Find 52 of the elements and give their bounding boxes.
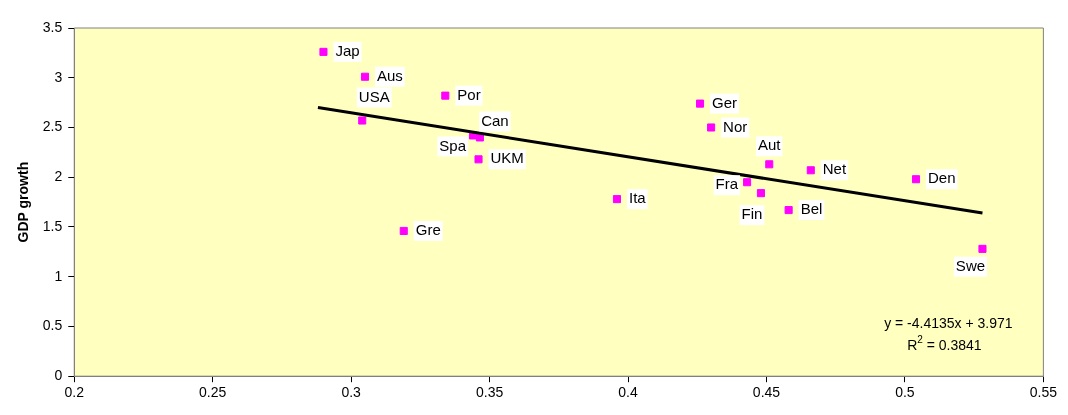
data-label: Den — [928, 169, 956, 187]
data-label: Spa — [439, 136, 467, 154]
point — [696, 99, 705, 108]
data-label: Swe — [955, 257, 986, 274]
y-axis-title: GDP growth — [15, 161, 32, 243]
point — [319, 47, 328, 56]
x-tick-label: 0.3 — [341, 384, 362, 401]
data-label: Fin — [741, 205, 763, 223]
point — [358, 116, 367, 125]
y-tick-label: 3.5 — [42, 18, 63, 35]
data-label: Can — [481, 111, 509, 129]
y-tick-label: 2 — [54, 168, 63, 185]
data-label: Ita — [628, 189, 647, 207]
y-tick-label: 1 — [54, 267, 63, 284]
y-tick-label: 2.5 — [42, 118, 63, 135]
data-label: Aut — [758, 136, 782, 154]
point — [441, 91, 450, 100]
y-tick-label: 3 — [54, 68, 63, 85]
x-tick-label: 0.45 — [752, 384, 781, 401]
x-tick-label: 0.5 — [895, 384, 915, 401]
point — [911, 175, 921, 184]
point — [743, 178, 752, 187]
point — [707, 123, 716, 132]
data-label: USA — [358, 87, 390, 105]
point — [612, 195, 621, 204]
y-tick-label: 1.5 — [42, 217, 63, 234]
x-tick-label: 0.35 — [475, 384, 504, 401]
point — [399, 226, 408, 235]
data-label: Jap — [335, 42, 360, 60]
data-label: Por — [457, 85, 481, 103]
x-tick-label: 0.55 — [1029, 384, 1058, 401]
y-tick-label: 0 — [54, 367, 63, 384]
point — [474, 155, 483, 164]
x-tick-label: 0.2 — [64, 384, 85, 401]
point — [784, 206, 793, 215]
x-tick-label: 0.25 — [199, 384, 227, 401]
point — [360, 72, 370, 81]
data-label: Gre — [415, 221, 441, 239]
point — [806, 166, 815, 175]
point — [978, 244, 987, 253]
point — [765, 160, 774, 169]
data-label: Nor — [723, 117, 748, 135]
data-label: Fra — [715, 175, 739, 193]
point — [756, 189, 765, 198]
data-label: Ger — [712, 93, 738, 111]
data-label: Aus — [377, 66, 403, 84]
data-label: UKM — [490, 149, 524, 167]
x-tick-label: 0.4 — [618, 384, 638, 401]
data-label: Bel — [800, 200, 823, 218]
y-tick-label: 0.5 — [42, 317, 63, 334]
annotation: y = -4.4135x + 3.971 — [884, 315, 1013, 332]
data-label: Net — [822, 160, 847, 178]
